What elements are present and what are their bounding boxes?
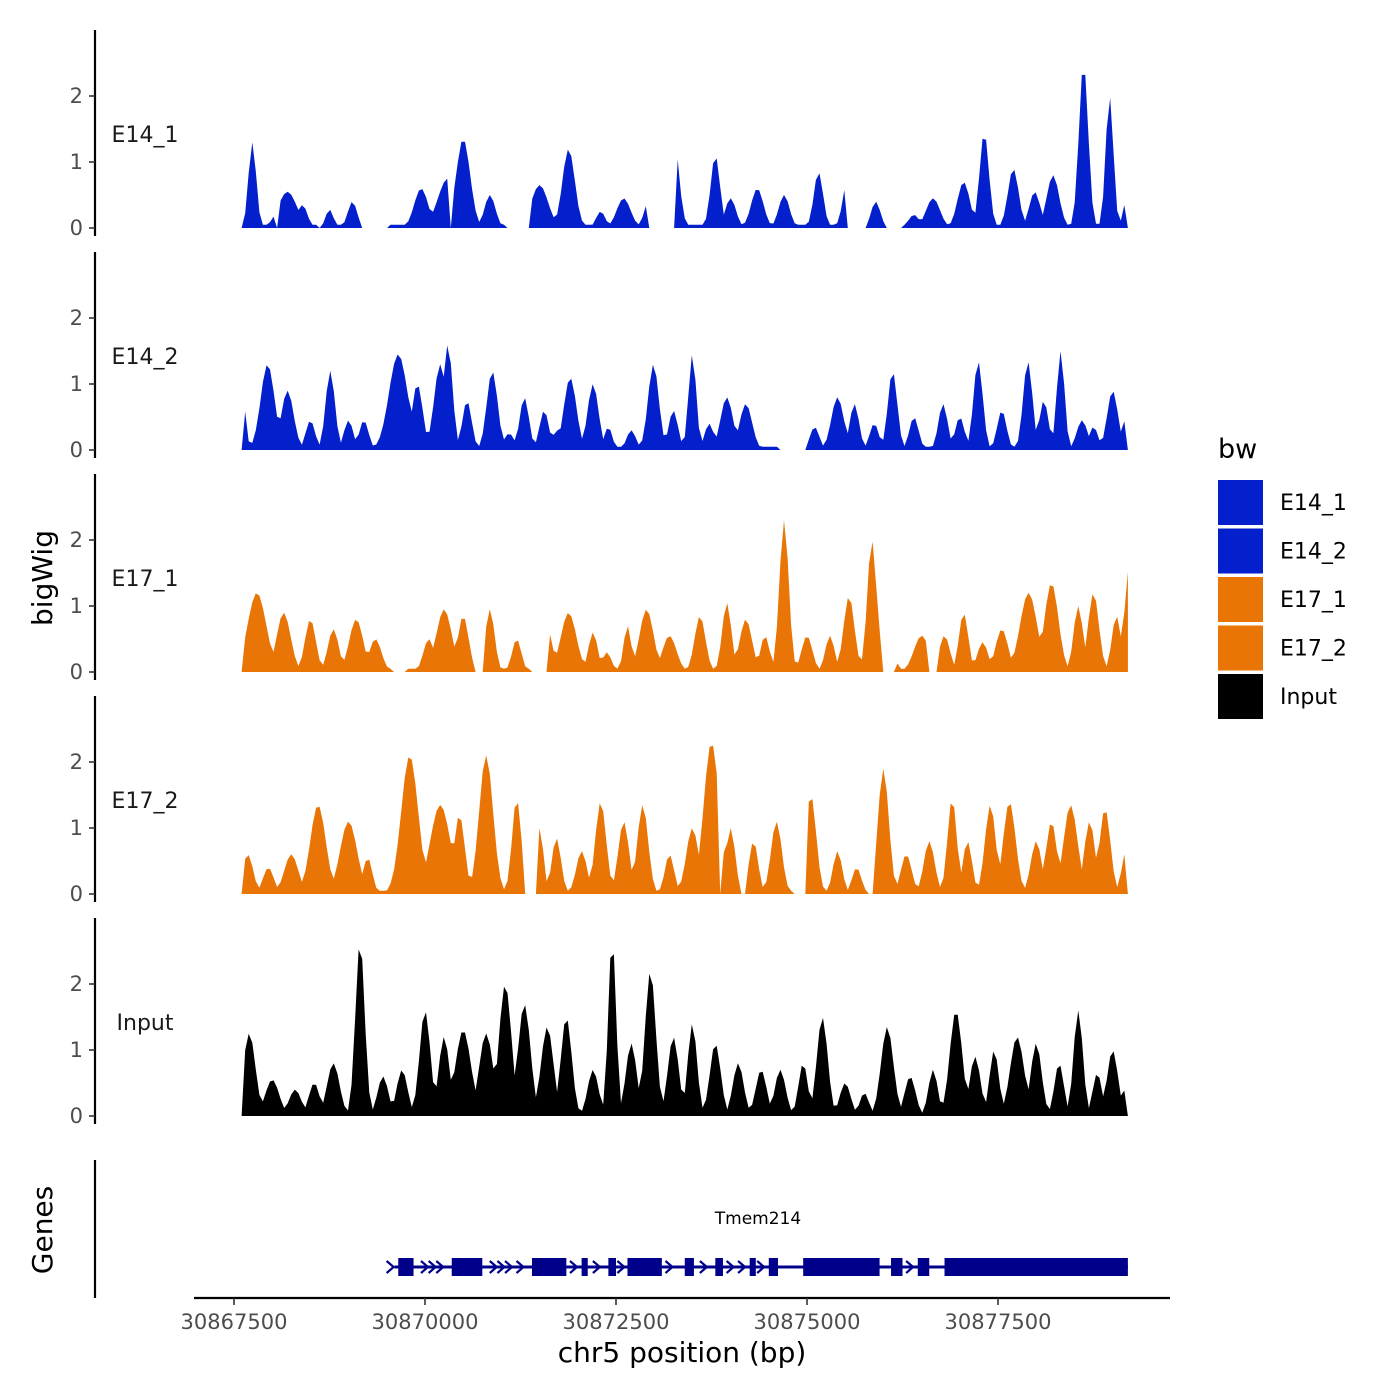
legend-label: E14_2 xyxy=(1280,540,1347,565)
exon xyxy=(715,1258,723,1276)
x-tick-label: 30875000 xyxy=(754,1310,861,1334)
legend-title: bw xyxy=(1218,434,1257,465)
y-tick-label: 2 xyxy=(70,528,83,552)
track-label: Input xyxy=(117,1011,174,1036)
strand-arrow-icon xyxy=(569,1260,579,1274)
track-Input: 0 1 2 Input xyxy=(70,918,1128,1128)
strand-arrow-icon xyxy=(496,1260,507,1274)
legend: bw E14_1 E14_2 E17_1 E17_2 Input xyxy=(1218,434,1347,719)
exon xyxy=(627,1258,662,1276)
coverage-area-E17_2 xyxy=(241,745,1128,894)
exon xyxy=(891,1258,903,1276)
y-axis-title: bigWig xyxy=(26,530,59,626)
track-E17_1: 0 1 2 E17_1 xyxy=(70,474,1128,684)
strand-arrow-icon xyxy=(737,1260,747,1274)
x-axis-title: chr5 position (bp) xyxy=(558,1336,807,1369)
gene-track: Tmem214 xyxy=(93,1160,1128,1298)
track-E17_2: 0 1 2 E17_2 xyxy=(70,696,1128,906)
y-tick-label: 1 xyxy=(70,150,83,174)
strand-arrow-icon xyxy=(515,1260,526,1274)
strand-arrow-icon xyxy=(616,1260,627,1274)
strand-arrow-icon xyxy=(905,1260,915,1274)
exon xyxy=(944,1258,1128,1276)
y-tick-label: 0 xyxy=(70,1104,83,1128)
exon xyxy=(531,1258,567,1276)
y-tick-label: 0 xyxy=(70,660,83,684)
track-label: E14_1 xyxy=(112,123,179,148)
gene-name-label: Tmem214 xyxy=(714,1209,801,1229)
x-tick-label: 30870000 xyxy=(372,1310,479,1334)
y-tick-label: 1 xyxy=(70,372,83,396)
coverage-area-Input xyxy=(241,949,1128,1116)
legend-label: Input xyxy=(1280,685,1337,710)
strand-arrow-icon xyxy=(489,1260,499,1274)
legend-label: E17_1 xyxy=(1280,588,1347,613)
coverage-area-E17_1 xyxy=(241,520,1128,672)
strand-arrow-icon xyxy=(420,1260,430,1274)
y-tick-label: 1 xyxy=(70,1038,83,1062)
track-E14_2: 0 1 2 E14_2 xyxy=(70,252,1128,462)
legend-swatch-E17_2 xyxy=(1218,625,1263,671)
y-tick-label: 0 xyxy=(70,438,83,462)
coverage-area-E14_1 xyxy=(241,74,1128,229)
exon xyxy=(684,1258,694,1276)
legend-swatch-E14_1 xyxy=(1218,480,1263,525)
strand-arrow-icon xyxy=(592,1260,602,1274)
exon xyxy=(398,1258,414,1276)
y-tick-label: 2 xyxy=(70,306,83,330)
bigwig-tracks: 0 1 2 E14_1 0 1 2 E14_2 0 1 2 E17_1 0 1 2 E17_2 0 1 2 Input xyxy=(70,30,1128,1128)
strand-arrow-icon xyxy=(385,1260,396,1274)
strand-arrow-icon xyxy=(756,1260,766,1274)
x-tick-label: 30867500 xyxy=(181,1310,288,1334)
exon xyxy=(608,1258,616,1276)
exon xyxy=(581,1258,588,1276)
legend-swatch-E14_2 xyxy=(1218,528,1263,574)
legend-swatch-E17_1 xyxy=(1218,577,1263,622)
strand-arrow-icon xyxy=(699,1260,709,1274)
legend-swatch-Input xyxy=(1218,674,1263,719)
exon xyxy=(768,1258,778,1276)
strand-arrow-icon xyxy=(993,1260,1003,1274)
exon xyxy=(749,1258,756,1276)
y-tick-label: 2 xyxy=(70,84,83,108)
y-tick-label: 1 xyxy=(70,816,83,840)
strand-arrow-icon xyxy=(504,1260,514,1274)
strand-arrow-icon xyxy=(435,1260,445,1274)
exon xyxy=(451,1258,483,1276)
track-label: E14_2 xyxy=(112,345,179,370)
legend-label: E14_1 xyxy=(1280,491,1347,516)
y-tick-label: 0 xyxy=(70,216,83,240)
x-axis: 30867500 30870000 30872500 30875000 30877500 xyxy=(181,1296,1170,1334)
y-tick-label: 2 xyxy=(70,750,83,774)
legend-label: E17_2 xyxy=(1280,637,1347,662)
genes-track-title: Genes xyxy=(26,1186,59,1274)
strand-arrow-icon xyxy=(427,1260,438,1274)
y-tick-label: 1 xyxy=(70,594,83,618)
track-E14_1: 0 1 2 E14_1 xyxy=(70,30,1128,240)
coverage-area-E14_2 xyxy=(241,345,1128,450)
strand-arrow-icon xyxy=(725,1260,736,1274)
exon xyxy=(803,1258,880,1276)
gene-Tmem214: Tmem214 xyxy=(385,1209,1128,1276)
y-tick-label: 2 xyxy=(70,972,83,996)
track-label: E17_2 xyxy=(112,789,179,814)
y-tick-label: 0 xyxy=(70,882,83,906)
x-tick-label: 30877500 xyxy=(945,1310,1052,1334)
x-tick-label: 30872500 xyxy=(563,1310,670,1334)
track-label: E17_1 xyxy=(112,567,179,592)
exon xyxy=(917,1258,930,1276)
strand-arrow-icon xyxy=(664,1260,675,1274)
